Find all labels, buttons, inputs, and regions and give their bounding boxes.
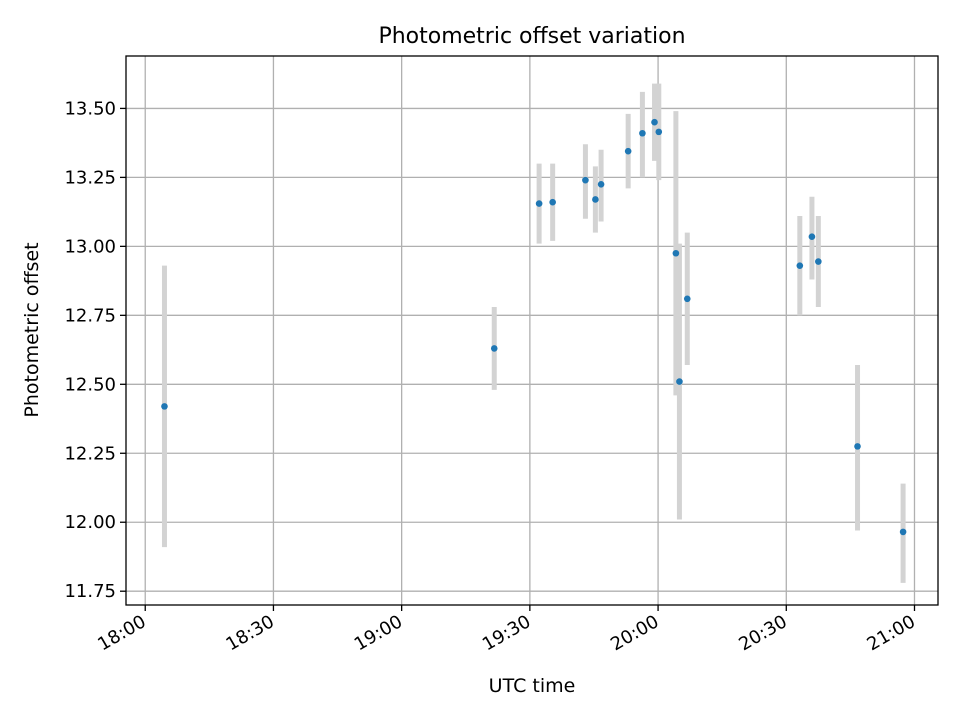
data-point	[490, 345, 498, 352]
data-point	[582, 176, 589, 184]
data-point	[655, 128, 663, 136]
data-point	[854, 443, 861, 450]
data-point	[624, 147, 632, 155]
y-tick-label: 13.50	[64, 98, 116, 119]
data-point	[549, 198, 556, 206]
y-tick-label: 13.00	[64, 236, 116, 257]
data-point	[672, 249, 680, 257]
y-tick-label: 13.25	[64, 167, 116, 188]
y-tick-label: 11.75	[64, 581, 116, 602]
plot-frame	[125, 55, 939, 606]
y-tick-label: 12.25	[64, 443, 116, 464]
grid	[126, 56, 938, 605]
data-point	[676, 378, 683, 385]
y-axis-ticks: 11.75 12.00 12.25 12.50 12.75 13.00 13.25 13.50	[64, 98, 126, 602]
chart-title: Photometric offset variation	[378, 24, 685, 49]
data-point	[597, 180, 605, 188]
y-tick-label: 12.00	[64, 512, 116, 533]
data-point	[899, 528, 907, 536]
x-axis-label: UTC time	[489, 675, 576, 697]
data-point	[796, 262, 804, 269]
y-tick-label: 12.75	[64, 305, 116, 326]
data-point	[651, 118, 658, 126]
y-tick-label: 12.50	[64, 374, 116, 395]
data-point	[592, 196, 599, 203]
data-point	[161, 403, 168, 410]
data-point	[815, 258, 822, 265]
y-axis-label: Photometric offset	[21, 242, 43, 417]
data-point	[535, 200, 543, 207]
data-points	[161, 118, 907, 536]
data-point	[808, 233, 816, 241]
data-point	[639, 129, 646, 137]
data-point	[683, 295, 691, 303]
